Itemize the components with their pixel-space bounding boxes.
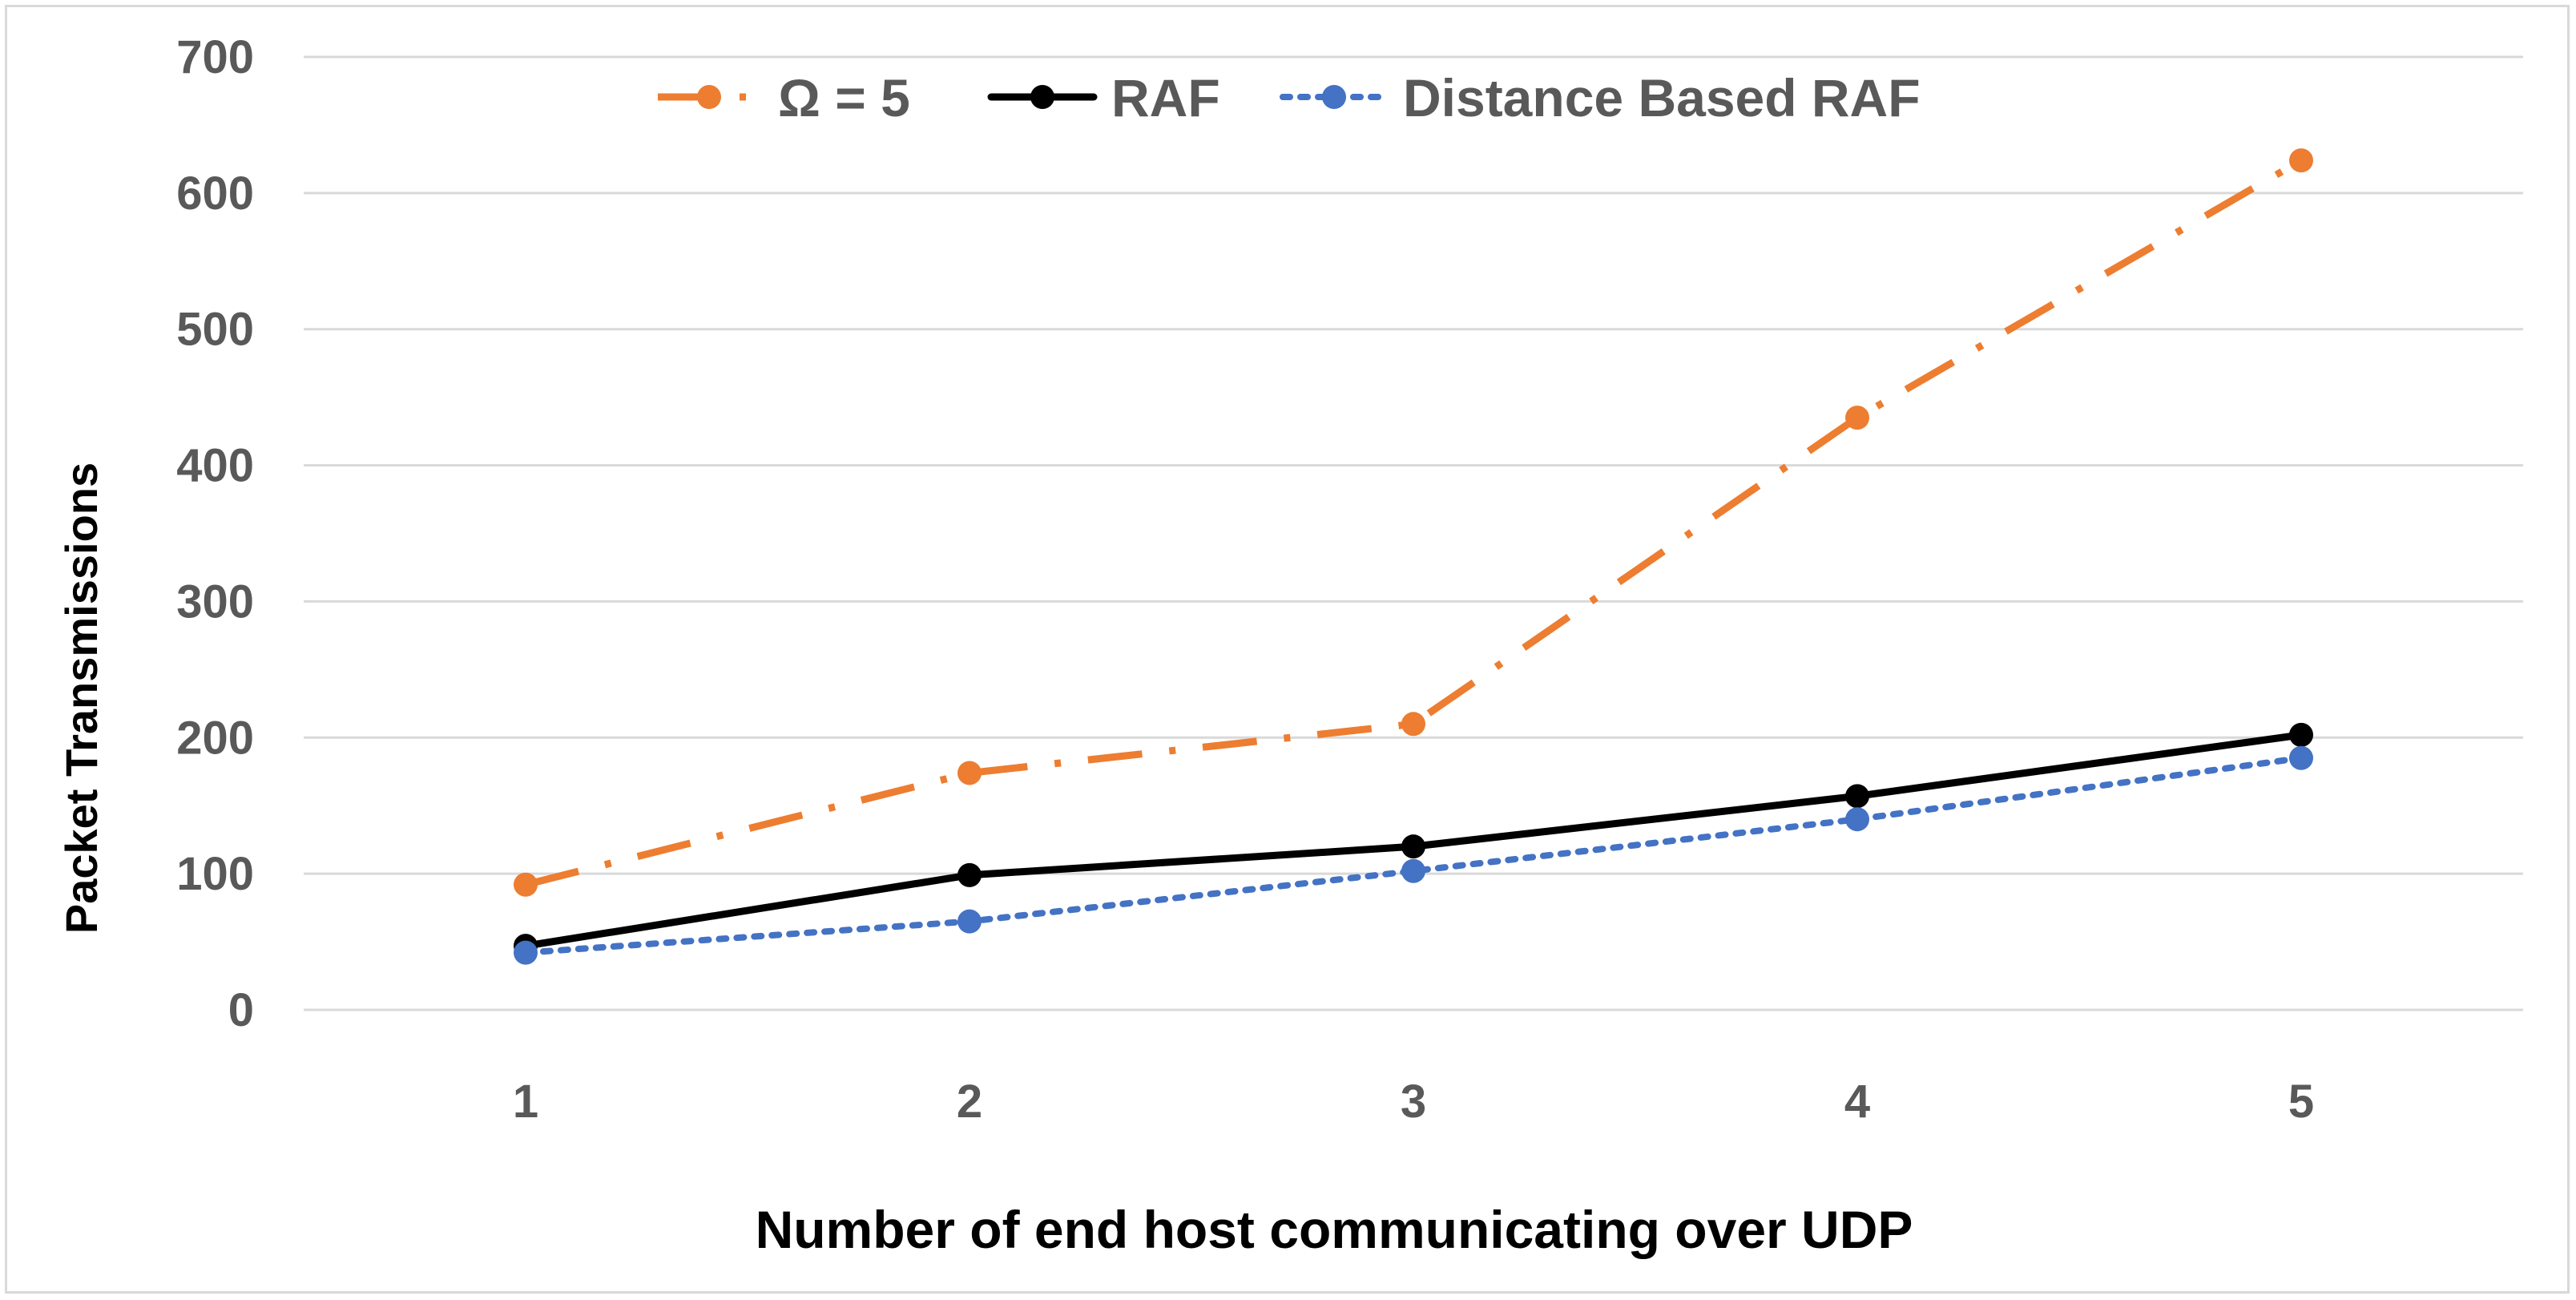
point-0-2 bbox=[957, 761, 982, 785]
y-tick-label-700: 700 bbox=[176, 31, 254, 83]
point-1-2 bbox=[957, 862, 982, 887]
x-tick-label-2: 2 bbox=[957, 1076, 982, 1128]
y-tick-label-100: 100 bbox=[176, 848, 254, 900]
point-2-1 bbox=[514, 940, 538, 965]
y-tick-label-600: 600 bbox=[176, 168, 254, 220]
series-lines bbox=[522, 157, 2305, 956]
legend-label-0: Ω = 5 bbox=[778, 68, 910, 127]
point-2-2 bbox=[957, 909, 982, 934]
x-axis-ticks: 1 2 3 4 5 bbox=[513, 1076, 2314, 1128]
point-0-1 bbox=[514, 872, 538, 897]
legend-marker-2 bbox=[1322, 85, 1346, 109]
series-points bbox=[514, 148, 2313, 965]
legend-marker-1 bbox=[1030, 85, 1054, 109]
y-tick-label-400: 400 bbox=[176, 440, 254, 492]
x-tick-label-3: 3 bbox=[1401, 1076, 1426, 1128]
legend-marker-0 bbox=[697, 85, 721, 109]
legend-label-2: Distance Based RAF bbox=[1403, 68, 1921, 127]
legend: Ω = 5 RAF Distance Based RAF bbox=[658, 68, 1921, 127]
point-2-5 bbox=[2289, 745, 2313, 770]
y-axis-ticks: 0 100 200 300 400 500 600 700 bbox=[176, 31, 254, 1036]
point-0-5 bbox=[2289, 148, 2313, 173]
y-tick-label-500: 500 bbox=[176, 304, 254, 356]
gridlines bbox=[304, 55, 2523, 1011]
point-1-4 bbox=[1845, 784, 1869, 809]
point-2-3 bbox=[1401, 858, 1425, 883]
point-1-5 bbox=[2289, 722, 2313, 747]
x-tick-label-5: 5 bbox=[2288, 1076, 2314, 1128]
y-axis-title: Packet Transmissions bbox=[56, 462, 107, 934]
x-tick-label-4: 4 bbox=[1844, 1076, 1870, 1128]
point-0-4 bbox=[1845, 406, 1869, 430]
series-line-0 bbox=[524, 157, 2304, 889]
y-tick-label-300: 300 bbox=[176, 575, 254, 628]
y-tick-label-0: 0 bbox=[228, 984, 254, 1036]
x-tick-label-1: 1 bbox=[513, 1076, 538, 1128]
line-chart: 0 100 200 300 400 500 600 700 1 2 3 4 5 Ω = 5 RAF Dis… bbox=[56, 31, 2523, 1259]
x-axis-title: Number of end host communicating over UD… bbox=[756, 1200, 1913, 1259]
point-1-3 bbox=[1401, 834, 1425, 859]
point-0-3 bbox=[1401, 712, 1425, 737]
point-2-4 bbox=[1845, 807, 1869, 832]
y-tick-label-200: 200 bbox=[176, 712, 254, 764]
chart-frame: 0 100 200 300 400 500 600 700 1 2 3 4 5 Ω = 5 RAF Dis… bbox=[5, 5, 2570, 1294]
legend-label-1: RAF bbox=[1111, 68, 1220, 127]
